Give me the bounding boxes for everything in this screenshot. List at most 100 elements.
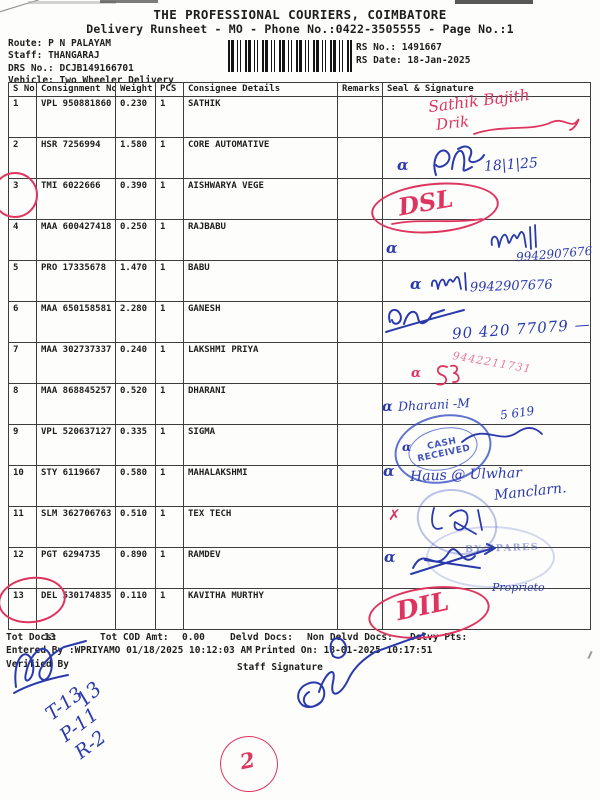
cell-consignee: LAKSHMI PRIYA bbox=[183, 342, 338, 384]
cell-remarks bbox=[337, 260, 383, 302]
rs-date-value: 18-Jan-2025 bbox=[407, 55, 471, 66]
cell-pcs: 1 bbox=[155, 506, 184, 548]
cell-consignment-no: SLM 362706763 bbox=[36, 506, 116, 548]
cell-consignee: CORE AUTOMATIVE bbox=[183, 137, 338, 179]
col-header-sno: S No bbox=[8, 82, 37, 97]
col-header-consignment: Consignment No bbox=[36, 82, 116, 97]
non-delvd-docs-label: Non Delvd Docs: bbox=[307, 632, 393, 643]
cell-seal-signature bbox=[382, 260, 591, 302]
cell-sno: 8 bbox=[8, 383, 37, 425]
cell-consignment-no: HSR 7256994 bbox=[36, 137, 116, 179]
cell-pcs: 1 bbox=[155, 465, 184, 507]
cell-remarks bbox=[337, 219, 383, 261]
cell-remarks bbox=[337, 383, 383, 425]
cell-seal-signature bbox=[382, 547, 591, 589]
cell-seal-signature bbox=[382, 424, 591, 466]
table-row: 2 HSR 7256994 1.580 1 CORE AUTOMATIVE bbox=[8, 137, 591, 179]
cell-pcs: 1 bbox=[155, 96, 184, 138]
handwritten-circled-count: 2 bbox=[237, 746, 258, 775]
cell-sno: 3 bbox=[8, 178, 37, 220]
cell-weight: 0.250 bbox=[115, 219, 156, 261]
table-row: 12 PGT 6294735 0.890 1 RAMDEV bbox=[8, 547, 591, 589]
shipment-info-block: Route: P N PALAYAM Staff: THANGARAJ DRS … bbox=[8, 38, 174, 87]
vehicle-value: Two Wheeler Delivery bbox=[59, 74, 174, 86]
cell-sno: 9 bbox=[8, 424, 37, 466]
cell-consignment-no: VPL 950881860 bbox=[36, 96, 116, 138]
route-label: Route: bbox=[8, 38, 43, 49]
table-row: 5 PRO 17335678 1.470 1 BABU bbox=[8, 260, 591, 302]
barcode bbox=[228, 40, 352, 72]
tot-docs-label: Tot Docs: bbox=[6, 632, 58, 643]
scan-smudge bbox=[455, 0, 533, 4]
table-row: 10 STY 6119667 0.580 1 MAHALAKSHMI bbox=[8, 465, 591, 507]
cell-consignment-no: MAA 650158581 bbox=[36, 301, 116, 343]
scan-smudge bbox=[100, 0, 158, 3]
staff-line: Staff: THANGARAJ bbox=[8, 50, 174, 62]
scan-speck bbox=[587, 650, 593, 660]
cell-sno: 11 bbox=[8, 506, 37, 548]
table-row: 9 VPL 520637127 0.335 1 SIGMA bbox=[8, 424, 591, 466]
table-row: 3 TMI 6022666 0.390 1 AISHWARYA VEGE bbox=[8, 178, 591, 220]
cell-consignment-no: MAA 600427418 bbox=[36, 219, 116, 261]
cell-consignment-no: MAA 302737337 bbox=[36, 342, 116, 384]
cell-consignment-no: PGT 6294735 bbox=[36, 547, 116, 589]
cell-weight: 0.510 bbox=[115, 506, 156, 548]
scan-smudge bbox=[28, 1, 116, 4]
table-row: 8 MAA 868845257 0.520 1 DHARANI bbox=[8, 383, 591, 425]
cell-weight: 2.280 bbox=[115, 301, 156, 343]
table-row: 6 MAA 650158581 2.280 1 GANESH bbox=[8, 301, 591, 343]
handwritten-tally-r: R-2 bbox=[70, 726, 111, 764]
cell-consignee: BABU bbox=[183, 260, 338, 302]
rs-info-block: RS No.: 1491667 RS Date: 18-Jan-2025 bbox=[356, 41, 470, 67]
table-row: 1 VPL 950881860 0.230 1 SATHIK bbox=[8, 96, 591, 138]
route-value: P N PALAYAM bbox=[48, 38, 111, 49]
staff-signature-label: Staff Signature bbox=[237, 662, 323, 673]
rs-date-line: RS Date: 18-Jan-2025 bbox=[356, 54, 470, 67]
table-row: 11 SLM 362706763 0.510 1 TEX TECH bbox=[8, 506, 591, 548]
cell-sno: 6 bbox=[8, 301, 37, 343]
cell-sno: 10 bbox=[8, 465, 37, 507]
cell-remarks bbox=[337, 465, 383, 507]
cell-seal-signature bbox=[382, 137, 591, 179]
cell-pcs: 1 bbox=[155, 547, 184, 589]
tot-cod-value: 0.00 bbox=[182, 632, 205, 643]
cell-sno: 13 bbox=[8, 588, 37, 630]
table-row: 13 DEL 530174835 0.110 1 KAVITHA MURTHY bbox=[8, 588, 591, 630]
vehicle-line: Vehicle: Two Wheeler Delivery bbox=[8, 75, 174, 87]
page-title: THE PROFESSIONAL COURIERS, COIMBATORE bbox=[153, 7, 447, 22]
delvy-pts-label: Delvy Pts: bbox=[410, 632, 468, 643]
verified-by-label: Verified By bbox=[6, 659, 69, 670]
cell-consignee: SIGMA bbox=[183, 424, 338, 466]
cell-remarks bbox=[337, 506, 383, 548]
cell-seal-signature bbox=[382, 383, 591, 425]
cell-pcs: 1 bbox=[155, 342, 184, 384]
cell-consignment-no: MAA 868845257 bbox=[36, 383, 116, 425]
red-circle-count bbox=[217, 733, 281, 795]
staff-value: THANGARAJ bbox=[48, 50, 100, 62]
cell-consignee: DHARANI bbox=[183, 383, 338, 425]
cell-consignee: SATHIK bbox=[183, 96, 338, 138]
cell-remarks bbox=[337, 588, 383, 630]
cell-consignment-no: PRO 17335678 bbox=[36, 260, 116, 302]
cell-weight: 0.110 bbox=[115, 588, 156, 630]
cell-weight: 0.230 bbox=[115, 96, 156, 138]
rs-no-label: RS No.: bbox=[356, 42, 397, 53]
printed-on-line: Printed On: 18-01-2025 10:17:51 bbox=[255, 645, 433, 656]
cell-consignment-no: DEL 530174835 bbox=[36, 588, 116, 630]
cell-remarks bbox=[337, 178, 383, 220]
staff-label: Staff: bbox=[8, 50, 43, 62]
handwritten-verified-number: 13 bbox=[71, 676, 107, 712]
cell-weight: 0.520 bbox=[115, 383, 156, 425]
delvd-docs-label: Delvd Docs: bbox=[230, 632, 293, 643]
col-header-weight: Weight bbox=[115, 82, 156, 97]
cell-seal-signature bbox=[382, 219, 591, 261]
drs-line: DRS No.: DCJB149166701 bbox=[8, 63, 174, 75]
cell-consignment-no: VPL 520637127 bbox=[36, 424, 116, 466]
cell-consignee: TEX TECH bbox=[183, 506, 338, 548]
table-row: 7 MAA 302737337 0.240 1 LAKSHMI PRIYA bbox=[8, 342, 591, 384]
drs-value: DCJB149166701 bbox=[59, 62, 134, 74]
col-header-consignee: Consignee Details bbox=[183, 82, 338, 97]
cell-consignee: MAHALAKSHMI bbox=[183, 465, 338, 507]
cell-sno: 12 bbox=[8, 547, 37, 589]
